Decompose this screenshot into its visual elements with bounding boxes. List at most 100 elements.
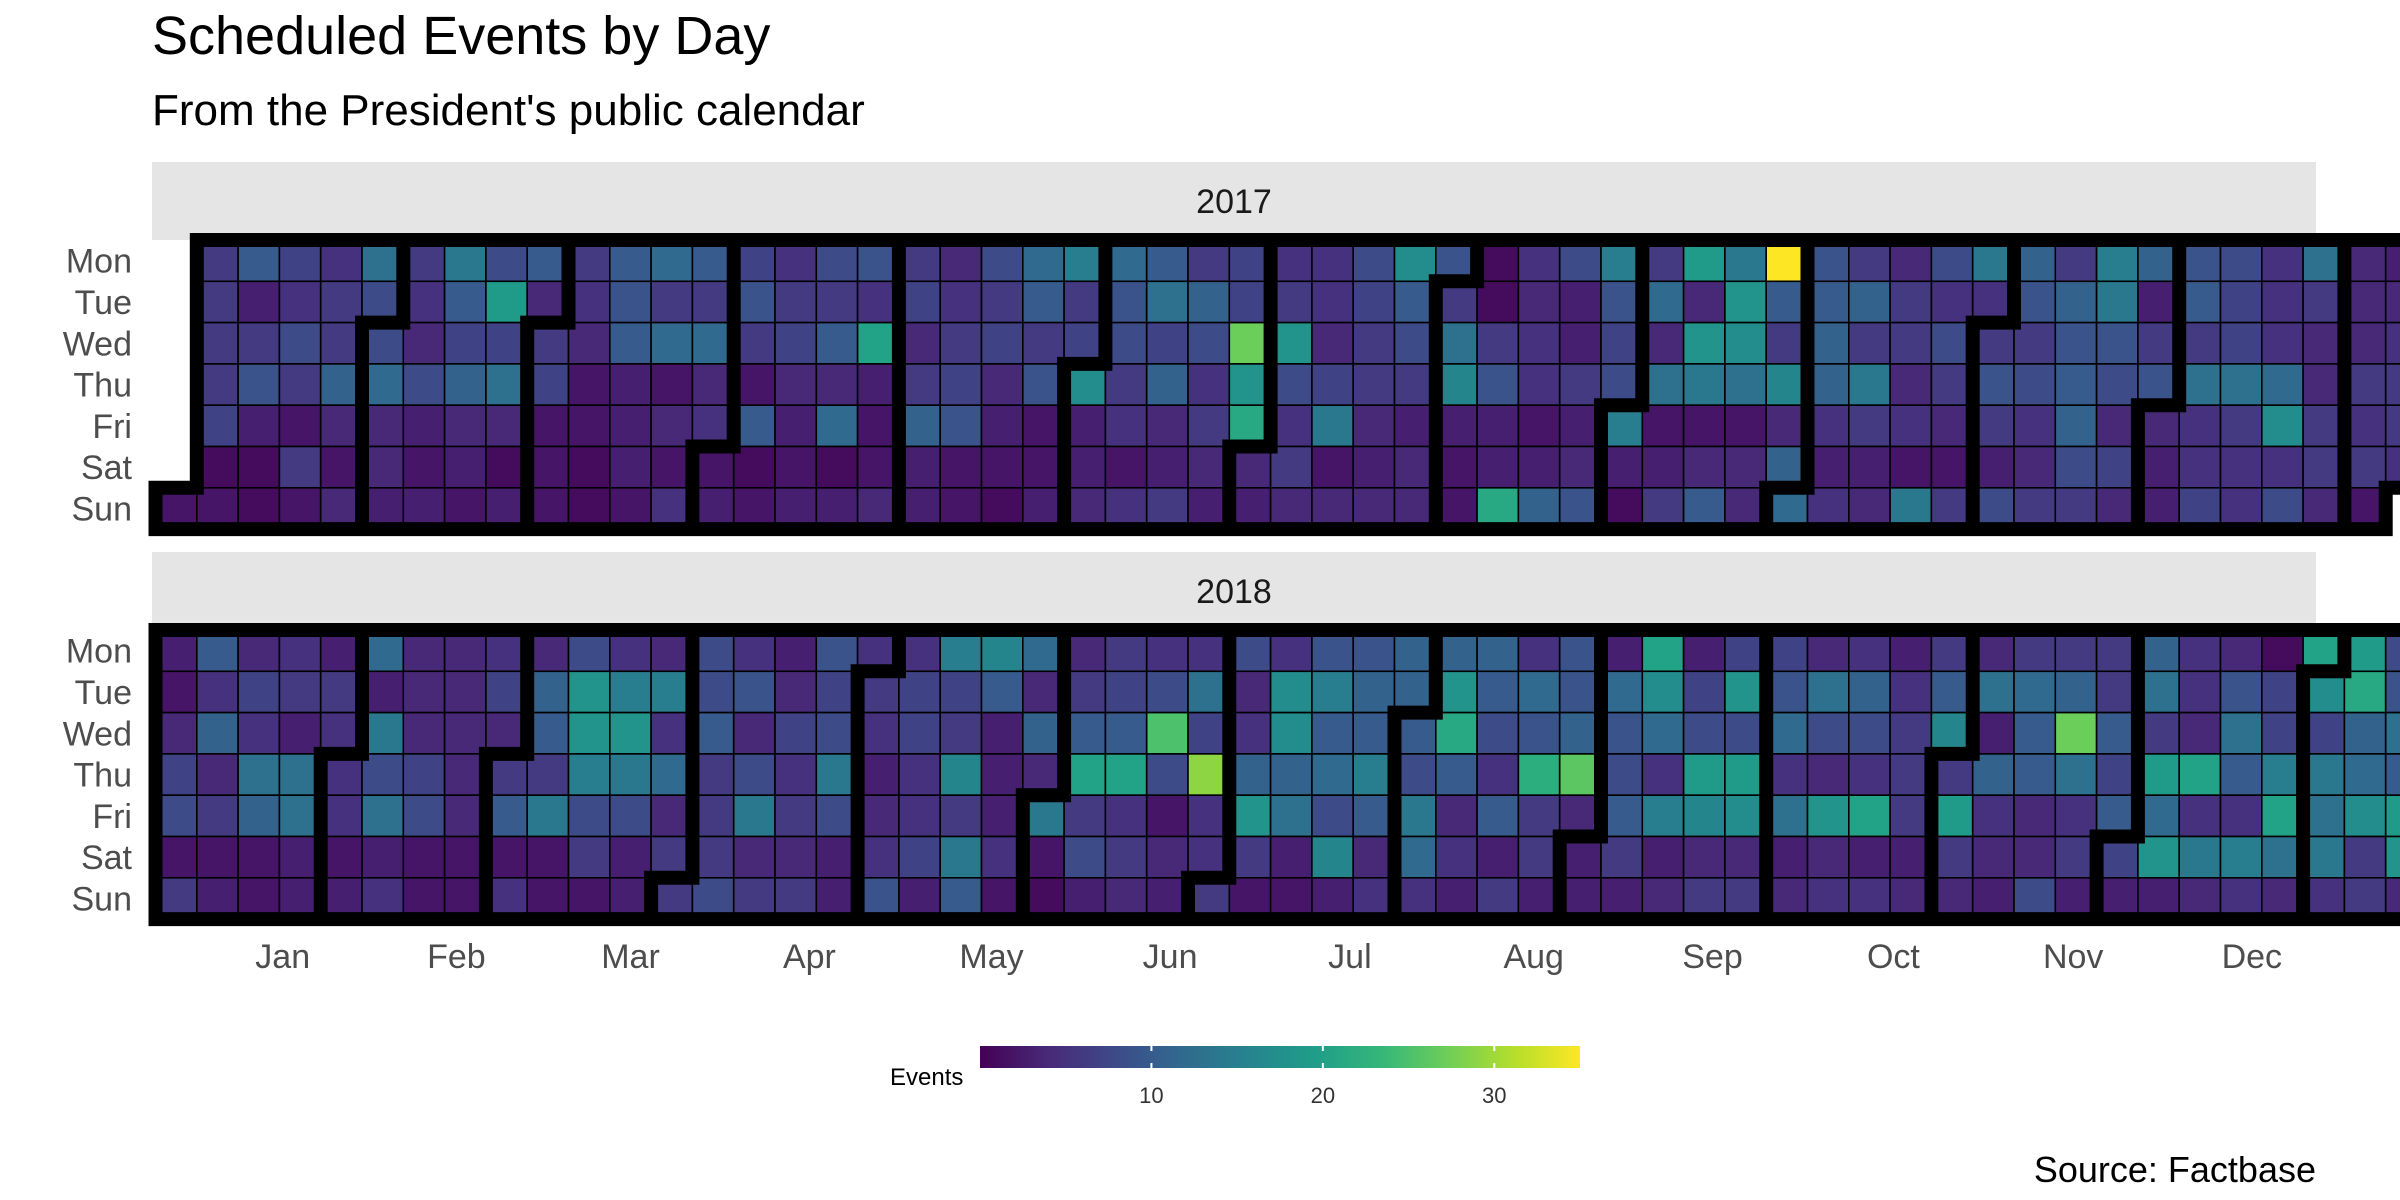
- day-cell: [361, 794, 405, 838]
- day-cell: [980, 670, 1024, 714]
- day-cell: [2384, 321, 2400, 365]
- day-cell: [774, 321, 818, 365]
- day-cell: [2178, 794, 2222, 838]
- weekday-label: Tue: [75, 674, 132, 712]
- year-panels: 2017MonTueWedThuFriSatSun2018MonTueWedTh…: [63, 162, 2400, 927]
- day-cell: [2384, 404, 2400, 448]
- day-cell: [1682, 321, 1726, 365]
- day-cell: [2343, 711, 2387, 755]
- month-label: Oct: [1867, 938, 1920, 976]
- weekday-label: Thu: [73, 757, 132, 795]
- weekday-label: Fri: [92, 408, 132, 446]
- day-cell: [443, 363, 487, 406]
- day-cell: [2343, 753, 2387, 797]
- day-cell: [237, 711, 281, 755]
- day-cell: [2261, 363, 2304, 406]
- day-cell: [774, 835, 818, 879]
- day-cell: [939, 670, 983, 714]
- panel-strip: [152, 552, 2316, 630]
- month-label: May: [959, 938, 1023, 976]
- day-cell: [1311, 445, 1355, 489]
- day-cell: [608, 445, 652, 489]
- day-cell: [1641, 670, 1685, 714]
- day-cell: [2054, 404, 2098, 448]
- day-cell: [1848, 670, 1891, 714]
- day-cell: [2013, 835, 2057, 879]
- day-cell: [774, 794, 818, 838]
- day-cell: [1682, 711, 1726, 755]
- day-cell: [237, 280, 281, 324]
- day-cell: [1558, 321, 1602, 365]
- weekday-label: Mon: [66, 633, 132, 671]
- day-cell: [1187, 280, 1231, 324]
- day-cell: [2261, 321, 2304, 365]
- day-cell: [196, 711, 239, 755]
- day-cell: [567, 363, 611, 406]
- day-cell: [1682, 363, 1726, 406]
- day-cell: [1104, 670, 1148, 714]
- day-cell: [1889, 321, 1933, 365]
- day-cell: [567, 711, 611, 755]
- day-cell: [1311, 711, 1355, 755]
- day-cell: [980, 280, 1024, 324]
- day-cell: [939, 835, 983, 879]
- day-cell: [1311, 280, 1355, 324]
- day-cell: [1641, 835, 1685, 879]
- day-cell: [1187, 321, 1231, 365]
- month-label: Jul: [1328, 938, 1371, 976]
- day-cell: [237, 445, 281, 489]
- day-cell: [2384, 876, 2400, 920]
- day-cell: [1476, 404, 1520, 448]
- weekday-label: Sun: [72, 880, 133, 918]
- day-cell: [2013, 670, 2057, 714]
- panel-strip-label: 2017: [1196, 183, 1272, 221]
- day-cell: [1889, 445, 1933, 489]
- day-cell: [1971, 794, 2015, 838]
- day-cell: [1435, 794, 1478, 838]
- day-cell: [1848, 445, 1891, 489]
- day-cell: [1971, 753, 2015, 797]
- day-cell: [774, 753, 818, 797]
- weekday-label: Sat: [81, 449, 133, 487]
- day-cell: [237, 794, 281, 838]
- day-cell: [732, 794, 776, 838]
- day-cell: [774, 280, 818, 324]
- day-cell: [443, 670, 487, 714]
- day-cell: [567, 670, 611, 714]
- day-cell: [774, 445, 818, 489]
- day-cell: [1848, 835, 1891, 879]
- day-cell: [2261, 404, 2304, 448]
- day-cell: [319, 280, 363, 324]
- day-cell: [2384, 363, 2400, 406]
- weekday-label: Sat: [81, 839, 133, 877]
- day-cell: [1145, 363, 1189, 406]
- day-cell: [1641, 711, 1685, 755]
- day-cell: [1848, 404, 1891, 448]
- day-cell: [1558, 280, 1602, 324]
- day-cell: [1476, 711, 1520, 755]
- day-cell: [2384, 794, 2400, 838]
- day-cell: [1352, 363, 1396, 406]
- day-cell: [1311, 753, 1355, 797]
- day-cell: [1104, 835, 1148, 879]
- day-cell: [1641, 445, 1685, 489]
- month-label: Jan: [255, 938, 310, 976]
- day-cell: [1517, 321, 1561, 365]
- day-cell: [2219, 445, 2263, 489]
- day-cell: [939, 711, 983, 755]
- day-cell: [2013, 794, 2057, 838]
- day-cell: [278, 363, 322, 406]
- day-cell: [2054, 753, 2098, 797]
- weekday-label: Tue: [75, 284, 132, 322]
- day-cell: [1971, 835, 2015, 879]
- day-cell: [1104, 445, 1148, 489]
- day-cell: [1476, 835, 1520, 879]
- day-cell: [2054, 711, 2098, 755]
- day-cell: [1311, 835, 1355, 879]
- day-cell: [278, 321, 322, 365]
- day-cell: [1806, 753, 1850, 797]
- day-cell: [1724, 363, 1768, 406]
